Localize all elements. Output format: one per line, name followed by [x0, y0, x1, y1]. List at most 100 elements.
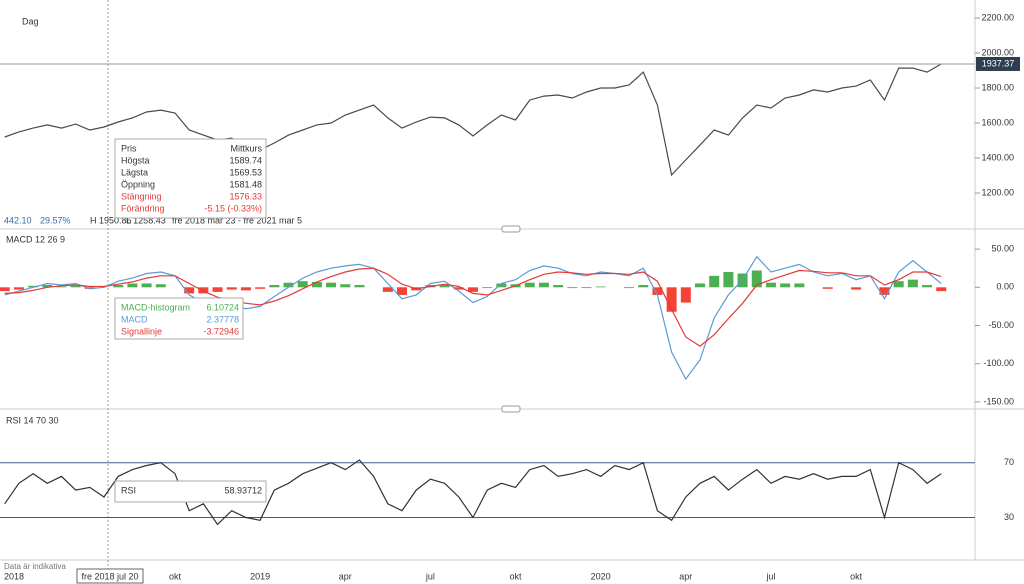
histogram-bar	[922, 285, 933, 288]
resize-handle[interactable]	[501, 225, 521, 233]
legend-name: MACD	[121, 314, 148, 324]
histogram-bar	[581, 287, 592, 289]
histogram-bar	[56, 286, 67, 288]
histogram-bar	[680, 287, 691, 303]
histogram-bar	[184, 287, 195, 294]
y-tick-label: 1200.00	[981, 187, 1014, 197]
tooltip-value: Mittkurs	[231, 143, 263, 153]
histogram-bar	[397, 287, 408, 295]
marks	[0, 17, 980, 526]
x-tick-label: 2020	[591, 571, 611, 581]
legend-name: Signallinje	[121, 326, 162, 336]
x-tick-label: jul	[425, 571, 435, 581]
histogram-bar	[255, 287, 266, 289]
histogram-bar	[652, 287, 663, 295]
stat-range: fre 2018 mar 23 - fre 2021 mar 5	[172, 215, 302, 225]
y-tick-label: 50.00	[991, 243, 1014, 253]
price-tooltip	[114, 138, 267, 219]
legend-name: RSI	[121, 485, 136, 495]
legend-box	[114, 480, 267, 503]
tooltip-key: Förändring	[121, 203, 165, 213]
histogram-bar	[765, 282, 776, 288]
histogram-bar	[240, 287, 251, 291]
histogram-bar	[84, 287, 95, 289]
histogram-bar	[822, 287, 833, 289]
stat-high: H 1950.86	[90, 215, 132, 225]
y-tick-label: -50.00	[988, 320, 1014, 330]
tooltip-value: 1576.33	[229, 191, 262, 201]
x-tick-label: apr	[679, 571, 692, 581]
resize-handle[interactable]	[501, 405, 521, 413]
histogram-bar	[893, 281, 904, 288]
histogram-bar	[141, 283, 152, 288]
crosshair-date: fre 2018 jul 20	[81, 571, 138, 581]
histogram-bar	[624, 287, 635, 289]
histogram-bar	[524, 282, 535, 288]
histogram-bar	[453, 287, 464, 290]
histogram-bar	[226, 287, 237, 290]
period-label: Dag	[22, 16, 39, 26]
histogram-bar	[354, 285, 365, 288]
y-tick-label: -150.00	[983, 396, 1014, 406]
histogram-bar	[907, 279, 918, 288]
tooltip-value: 1581.48	[229, 179, 262, 189]
panel-title: MACD 12 26 9	[6, 234, 65, 244]
histogram-bar	[0, 287, 10, 292]
legend-box	[114, 297, 244, 340]
histogram-bar	[297, 281, 308, 288]
y-tick-label: 1800.00	[981, 82, 1014, 92]
tooltip-key: Stängning	[121, 191, 162, 201]
last-price-box	[976, 56, 1020, 71]
histogram-bar	[709, 275, 720, 288]
y-tick-label: 2200.00	[981, 12, 1014, 22]
x-tick-label: 2019	[250, 571, 270, 581]
histogram-bar	[198, 287, 209, 294]
histogram-bar	[269, 285, 280, 288]
crosshair-box	[76, 568, 144, 584]
histogram-bar	[595, 286, 606, 288]
histogram-bar	[496, 283, 507, 288]
histogram-bar	[283, 282, 294, 288]
histogram-bar	[382, 287, 393, 292]
series-line	[4, 459, 942, 526]
x-tick-label: okt	[850, 571, 863, 581]
histogram-bar	[936, 287, 947, 292]
tooltip-key: Öppning	[121, 179, 155, 189]
histogram-bar	[155, 284, 166, 288]
histogram-bar	[28, 285, 39, 288]
legend-name: MACD-histogram	[121, 302, 190, 312]
series-line	[4, 267, 942, 347]
stat-low: L 1258.43	[126, 215, 166, 225]
tooltip-box	[114, 138, 267, 219]
legend-value: -3.72946	[203, 326, 239, 336]
series-line	[4, 63, 942, 177]
histogram-bar	[695, 283, 706, 288]
tooltip-key: Pris	[121, 143, 137, 153]
histogram-bar	[439, 285, 450, 288]
tooltip-key: Högsta	[121, 155, 150, 165]
x-tick-label: 2018	[4, 571, 24, 581]
series-line	[4, 255, 942, 381]
histogram-bar	[538, 282, 549, 288]
y-tick-label: 2000.00	[981, 47, 1014, 57]
footnote: Data är indikativa	[4, 562, 66, 571]
x-tick-label: jul	[765, 571, 775, 581]
histogram-bar	[879, 287, 890, 295]
y-tick-label: 1600.00	[981, 117, 1014, 127]
y-tick-label: 70	[1004, 457, 1014, 467]
x-tick-label: okt	[510, 571, 523, 581]
histogram-bar	[42, 285, 53, 288]
histogram-bar	[70, 285, 81, 288]
stat-change: 442.10	[4, 215, 32, 225]
y-tick-label: -100.00	[983, 358, 1014, 368]
x-tick-label: apr	[339, 571, 352, 581]
histogram-bar	[113, 285, 124, 288]
stat-change-pct: 29.57%	[40, 215, 71, 225]
legend-value: 6.10724	[206, 302, 239, 312]
histogram-bar	[311, 281, 322, 288]
panel-title: RSI 14 70 30	[6, 415, 59, 425]
histogram-bar	[851, 287, 862, 290]
histogram-bar	[567, 287, 578, 289]
y-tick-label: 0.00	[996, 282, 1014, 292]
